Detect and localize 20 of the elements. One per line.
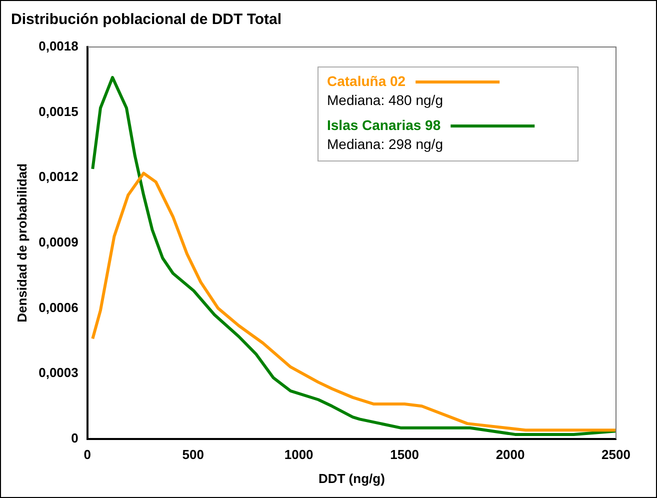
annotation: Mediana: 298 ng/g xyxy=(327,136,443,152)
y-tick-label: 0,0009 xyxy=(38,234,78,250)
x-tick-label: 1500 xyxy=(390,447,420,462)
x-tick-label: 500 xyxy=(182,447,204,462)
x-tick-label: 1000 xyxy=(284,447,314,462)
y-tick-label: 0,0018 xyxy=(38,38,78,54)
x-axis-title: DDT (ng/g) xyxy=(318,470,385,486)
chart-title: Distribución poblacional de DDT Total xyxy=(11,11,282,28)
y-tick-label: 0,0012 xyxy=(38,169,78,184)
y-tick-label: 0,0006 xyxy=(38,300,78,315)
y-tick-label: 0,0003 xyxy=(38,365,78,380)
text: Islas Canarias 98 xyxy=(327,116,441,133)
annotation: Mediana: 480 ng/g xyxy=(327,92,443,108)
x-tick-label: 2500 xyxy=(602,447,630,462)
y-tick-label: 0 xyxy=(71,430,78,446)
text: Cataluña 02 xyxy=(327,72,406,89)
y-tick-label: 0,0015 xyxy=(38,104,78,119)
y-axis-title: Densidad de probabilidad xyxy=(14,163,30,322)
x-tick-label: 0 xyxy=(84,447,91,462)
x-tick-label: 2000 xyxy=(496,447,525,462)
